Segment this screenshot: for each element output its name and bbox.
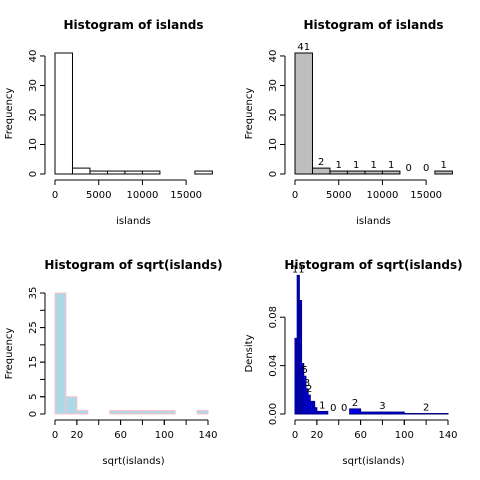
chart-title: Histogram of sqrt(islands)	[284, 258, 462, 272]
x-tick-label: 10000	[367, 190, 399, 201]
x-tick-label: 0	[292, 430, 298, 441]
y-tick-label: 40	[268, 50, 279, 63]
x-tick-label: 5000	[86, 190, 111, 201]
histogram-bar	[142, 171, 159, 174]
histogram-bar	[72, 168, 89, 174]
y-tick-label: 0	[28, 411, 39, 417]
histogram-bar	[350, 409, 361, 414]
y-tick-label: 0.08	[268, 306, 279, 328]
histogram-bar	[164, 411, 175, 414]
x-axis-label: sqrt(islands)	[342, 456, 404, 467]
bar-count-label: 2	[318, 157, 324, 168]
histogram-bar	[312, 168, 329, 174]
histogram-bar	[142, 411, 153, 414]
x-tick-label: 0	[292, 190, 298, 201]
y-tick-label: 30	[268, 79, 279, 92]
bar-count-label: 1	[319, 400, 325, 411]
bar-count-label: 2	[352, 398, 358, 409]
y-tick-label: 30	[28, 79, 39, 92]
histogram-bar	[90, 171, 107, 174]
histogram-bar	[347, 171, 364, 174]
bar-count-label: 1	[370, 160, 376, 171]
x-tick-label: 0	[52, 430, 58, 441]
y-tick-label: 15	[28, 356, 39, 369]
y-tick-label: 20	[268, 109, 279, 122]
x-tick-label: 60	[114, 430, 127, 441]
bar-count-label: 0	[341, 403, 347, 414]
y-axis-label: Frequency	[4, 328, 15, 380]
histogram-bar	[132, 411, 143, 414]
histogram-bar	[330, 171, 347, 174]
bar-count-label: 0	[330, 403, 336, 414]
y-tick-label: 25	[28, 321, 39, 334]
histogram-bar	[361, 412, 405, 414]
x-tick-label: 15000	[170, 190, 202, 201]
x-axis-label: islands	[116, 216, 151, 227]
x-tick-label: 140	[438, 430, 457, 441]
y-tick-label: 40	[28, 50, 39, 63]
histogram-bar	[110, 411, 121, 414]
histogram-panel-3: Histogram of sqrt(islands) 0 5 15 25 35 Freque…	[4, 258, 223, 467]
histogram-bar	[55, 293, 66, 414]
y-tick-label: 0.04	[268, 354, 279, 376]
bar-count-label: 11	[292, 264, 305, 275]
histogram-bar	[153, 411, 164, 414]
y-tick-label: 10	[268, 138, 279, 151]
histogram-panel-1: Histogram of islands 0 10 20 30 40 Frequency 0 5…	[4, 18, 212, 227]
y-tick-label: 0	[28, 171, 39, 177]
bar-count-label: 2	[423, 403, 429, 414]
y-axis-label: Frequency	[244, 88, 255, 140]
histogram-bar	[317, 411, 328, 414]
x-tick-label: 140	[198, 430, 217, 441]
y-axis-label: Density	[244, 334, 255, 372]
histogram-bar	[125, 171, 142, 174]
x-tick-label: 100	[395, 430, 414, 441]
bar-count-label: 2	[306, 384, 312, 395]
chart-title: Histogram of islands	[304, 18, 444, 32]
histogram-bar	[295, 53, 312, 174]
x-tick-label: 15000	[410, 190, 442, 201]
x-axis-label: sqrt(islands)	[102, 456, 164, 467]
histogram-bar	[55, 53, 72, 174]
x-tick-label: 100	[155, 430, 174, 441]
histogram-bar	[121, 411, 132, 414]
histogram-bar	[66, 397, 77, 414]
histogram-bar	[107, 171, 124, 174]
y-tick-label: 20	[28, 109, 39, 122]
y-tick-label: 5	[28, 394, 39, 400]
bar-count-label: 1	[388, 160, 394, 171]
histogram-bar	[382, 171, 399, 174]
y-tick-label: 0.00	[268, 403, 279, 425]
bar-count-label: 1	[440, 160, 446, 171]
y-axis-label: Frequency	[4, 88, 15, 140]
y-tick-label: 0	[268, 171, 279, 177]
x-tick-label: 20	[310, 430, 323, 441]
bar-count-label: 1	[353, 160, 359, 171]
bar-count-label: 3	[379, 401, 385, 412]
bar-count-label: 1	[336, 160, 342, 171]
x-tick-label: 5000	[326, 190, 351, 201]
bar-count-label: 5	[302, 365, 308, 376]
bar-count-label: 0	[423, 163, 429, 174]
histogram-bar	[365, 171, 382, 174]
histogram-bar	[77, 411, 88, 414]
x-tick-label: 10000	[127, 190, 159, 201]
chart-title: Histogram of islands	[64, 18, 204, 32]
bar-count-label: 41	[297, 42, 310, 53]
chart-title: Histogram of sqrt(islands)	[44, 258, 222, 272]
x-axis-label: islands	[356, 216, 391, 227]
histogram-bar	[435, 171, 452, 174]
histogram-bar	[195, 171, 212, 174]
x-tick-label: 0	[52, 190, 58, 201]
y-tick-label: 10	[28, 138, 39, 151]
x-tick-label: 20	[70, 430, 83, 441]
bar-count-label: 0	[405, 163, 411, 174]
x-tick-label: 60	[354, 430, 367, 441]
histogram-bar	[197, 411, 208, 414]
y-tick-label: 35	[28, 287, 39, 300]
